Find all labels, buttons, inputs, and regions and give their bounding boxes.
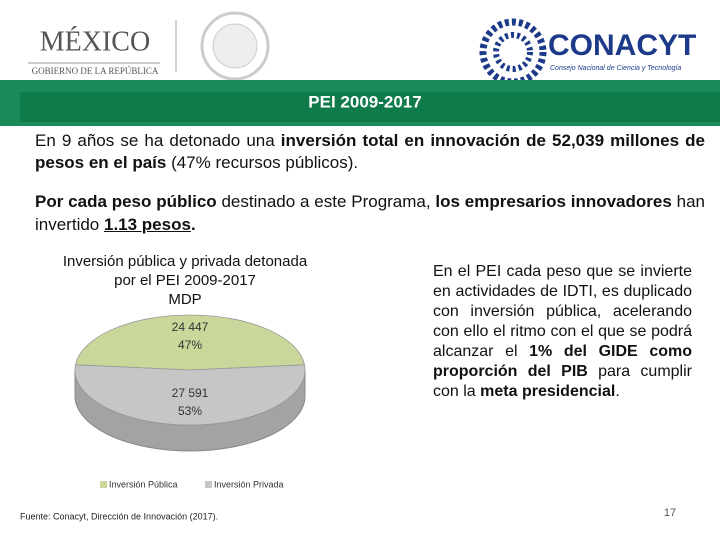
source: Fuente: Conacyt, Dirección de Innovación… xyxy=(20,511,218,521)
text-run: inversión total en innovación de 52,039 … xyxy=(35,131,706,172)
side-text: En el PEI cada peso que se invierte en a… xyxy=(433,262,692,402)
text-run: (47% recursos públicos). xyxy=(166,153,359,172)
banner-title: PEI 2009-2017 xyxy=(308,92,421,111)
logo-conacyt-sub: Consejo Nacional de Ciencia y Tecnología xyxy=(550,65,681,72)
percent-label: 53% xyxy=(178,404,202,418)
text-run: . xyxy=(190,215,196,234)
conacyt-logo-inner xyxy=(493,32,533,72)
legend-swatch xyxy=(100,481,107,488)
pie-slice xyxy=(75,314,305,371)
logo-mexico: MÉXICO xyxy=(40,26,150,57)
seal xyxy=(200,11,270,81)
text-run: para cumplir con la xyxy=(433,363,692,400)
legend-label: Inversión Privada xyxy=(214,479,284,489)
value-label: 24 447 xyxy=(172,320,209,334)
logo-mexico-sub: GOBIERNO DE LA REPÚBLICA xyxy=(32,66,159,76)
seal-inner xyxy=(212,23,258,69)
paragraph: En 9 años se ha detonado una inversión t… xyxy=(35,130,705,174)
percent-label: 47% xyxy=(178,338,202,352)
chart-title: MDP xyxy=(168,291,201,308)
text-run: 1.13 pesos xyxy=(103,215,191,234)
logo-conacyt: CONACYT xyxy=(548,29,696,62)
text-run: Por cada peso público xyxy=(35,192,217,211)
banner-band xyxy=(20,92,720,122)
text-run: . xyxy=(615,383,620,400)
legend-label: Inversión Pública xyxy=(109,479,178,489)
text-run: destinado a este Programa, xyxy=(216,192,436,211)
text-run: meta presidencial xyxy=(480,383,616,400)
text-run: han invertido xyxy=(35,192,705,234)
conacyt-logo xyxy=(479,18,547,86)
text-run: los empresarios innovadores xyxy=(435,192,672,211)
text-run: En el PEI cada peso que se invierte en a… xyxy=(433,263,692,360)
value-label: 27 591 xyxy=(172,386,209,400)
paragraph: Por cada peso público destinado a este P… xyxy=(35,190,705,236)
text-run: 1% del GIDE como proporción del PIB xyxy=(433,343,692,380)
page-number: 17 xyxy=(664,507,676,519)
text-run: En 9 años se ha detonado una xyxy=(35,131,281,150)
chart-title: Inversión pública y privada detonada xyxy=(63,253,308,270)
pie-slice xyxy=(74,364,306,426)
legend-swatch xyxy=(205,481,212,488)
chart-title: por el PEI 2009-2017 xyxy=(114,272,256,289)
